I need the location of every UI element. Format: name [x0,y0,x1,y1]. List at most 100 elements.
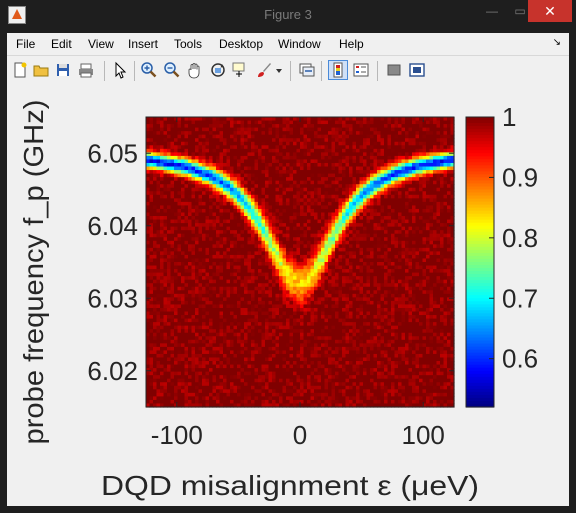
heatmap-cell [174,152,179,157]
heatmap-cell [324,403,329,408]
zoom-in-icon[interactable] [140,61,158,79]
heatmap-cell [216,311,221,316]
heatmap-image[interactable] [146,117,455,408]
pan-hand-icon[interactable] [186,61,204,79]
heatmap-cell [170,219,175,224]
heatmap-cell [244,184,249,189]
heatmap-cell [296,208,301,214]
data-cursor-icon[interactable] [231,61,249,79]
print-icon[interactable] [77,61,95,79]
heatmap-cell [293,166,298,171]
heatmap-cell [338,177,343,182]
close-button[interactable]: ✕ [528,0,572,22]
heatmap-cell [345,138,350,143]
menu-file[interactable]: File [16,37,36,51]
heatmap-cell [300,339,305,344]
heatmap-cell [177,170,182,175]
heatmap-cell [191,343,196,348]
heatmap-cell [342,304,347,309]
heatmap-cell [268,138,273,143]
hide-plot-tools-icon[interactable] [385,61,403,79]
heatmap-cell [356,219,361,224]
menu-overflow-icon[interactable]: ↘ [552,37,561,48]
heatmap-cell [244,201,249,207]
heatmap-cell [258,244,263,249]
heatmap-cell [342,230,347,235]
rotate-3d-icon[interactable] [209,61,227,79]
heatmap-cell [181,219,186,224]
heatmap-cell [160,357,165,362]
heatmap-cell [212,371,217,376]
new-figure-icon[interactable] [11,61,29,79]
menu-tools[interactable]: Tools [174,37,203,51]
heatmap-cell [275,304,280,309]
heatmap-cell [181,371,186,376]
heatmap-cell [328,124,333,129]
heatmap-cell [223,353,228,359]
minimize-button[interactable]: — [486,4,498,18]
heatmap-cell [296,269,301,274]
heatmap-cell [223,293,228,298]
menu-desktop[interactable]: Desktop [219,37,264,51]
show-plot-tools-icon[interactable] [408,61,426,79]
heatmap-cell [181,283,186,288]
heatmap-cell [251,159,256,164]
heatmap-cell [198,385,203,390]
heatmap-cell [307,304,312,309]
brush-dropdown-icon[interactable] [274,61,284,79]
heatmap-cell [286,272,291,277]
heatmap-cell [247,191,252,196]
zoom-out-icon[interactable] [163,61,181,79]
save-icon[interactable] [54,61,72,79]
heatmap-cell [317,378,322,383]
heatmap-cell [216,371,221,376]
heatmap-cell [202,254,207,260]
heatmap-cell [216,205,221,210]
heatmap-cell [226,371,231,376]
maximize-button[interactable]: ▭ [514,4,526,18]
heatmap-cell [349,240,354,245]
heatmap-cell [293,244,298,249]
pointer-icon[interactable] [111,61,129,79]
heatmap-cell [254,233,259,238]
menu-view[interactable]: View [88,37,114,51]
heatmap-cell [184,258,189,263]
colorbar-icon[interactable] [328,60,348,80]
heatmap-cell [174,173,179,178]
heatmap-cell [349,265,354,270]
menu-edit[interactable]: Edit [51,37,72,51]
heatmap-cell [310,350,315,355]
heatmap-cell [170,216,175,221]
heatmap-cell [216,361,221,366]
heatmap-cell [275,368,280,373]
heatmap-cell [335,293,340,298]
heatmap-cell [352,361,357,366]
heatmap-cell [310,251,315,256]
heatmap-cell [335,371,340,376]
heatmap-cell [177,208,182,214]
heatmap-cell [160,212,165,217]
heatmap-cell [153,286,158,291]
menu-insert[interactable]: Insert [128,37,159,51]
heatmap-cell [303,265,308,270]
heatmap-cell [237,191,242,196]
heatmap-cell [324,131,329,136]
heatmap-cell [331,117,336,122]
menu-window[interactable]: Window [278,37,321,51]
heatmap-cell [310,318,315,323]
open-file-icon[interactable] [32,61,50,79]
link-plot-icon[interactable] [298,61,316,79]
heatmap-cell [237,159,242,164]
legend-icon[interactable] [352,61,370,79]
heatmap-cell [202,336,207,341]
heatmap-cell [156,191,161,196]
heatmap-cell [317,233,322,238]
heatmap-cell [184,166,189,171]
heatmap-cell [303,307,308,313]
heatmap-cell [163,279,168,284]
heatmap-cell [272,141,277,146]
heatmap-cell [153,378,158,383]
menu-help[interactable]: Help [339,37,364,51]
brush-icon[interactable] [255,61,273,79]
heatmap-cell [335,134,340,139]
